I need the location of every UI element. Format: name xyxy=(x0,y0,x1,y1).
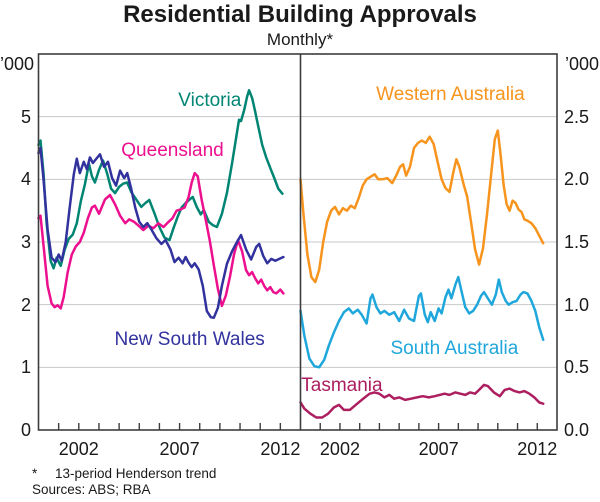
y-tick-label-right: 2.0 xyxy=(564,169,590,190)
y-tick-label-left: 0 xyxy=(20,420,31,440)
series-label-tasmania: Tasmania xyxy=(301,375,383,397)
x-tick-label: 2002 xyxy=(58,439,99,459)
series-line-western-australia xyxy=(299,129,545,284)
chart-subtitle: Monthly* xyxy=(266,30,334,49)
y-axis-unit-left: ’000 xyxy=(0,54,35,74)
chart-title: Residential Building Approvals xyxy=(123,1,477,28)
x-tick-label: 2012 xyxy=(517,439,558,459)
series-label-south-australia: South Australia xyxy=(390,337,519,359)
y-tick-label-left: 2 xyxy=(20,294,31,315)
series-line-new-south-wales xyxy=(37,146,285,320)
x-tick-label: 2002 xyxy=(319,439,360,459)
y-axis-unit-right: ’000 xyxy=(565,54,600,74)
footnote: * 13-period Henderson trend xyxy=(32,466,216,481)
series-line-victoria xyxy=(37,89,284,270)
footnote-text: 13-period Henderson trend xyxy=(55,466,217,481)
x-tick-label: 2007 xyxy=(159,439,200,459)
y-tick-label-right: 1.0 xyxy=(564,294,590,315)
x-tick-label: 2007 xyxy=(418,439,459,459)
footnote-marker: * xyxy=(32,466,38,481)
series-line-tasmania xyxy=(299,383,545,419)
y-tick-label-right: 1.5 xyxy=(564,232,590,252)
panel-frame xyxy=(37,53,558,431)
y-tick-label-left: 4 xyxy=(20,169,31,190)
series-label-western-australia: Western Australia xyxy=(376,84,525,106)
series-line-south-australia xyxy=(299,275,545,369)
y-tick-label-left: 5 xyxy=(20,106,31,127)
series-label-new-south-wales: New South Wales xyxy=(114,328,265,350)
sources-note: Sources: ABS; RBA xyxy=(32,482,151,497)
y-tick-label-right: 0.0 xyxy=(564,420,590,440)
series-line-queensland xyxy=(37,171,285,310)
series-label-victoria: Victoria xyxy=(178,90,242,111)
x-tick-label: 2012 xyxy=(260,439,301,459)
y-tick-label-right: 2.5 xyxy=(564,106,590,127)
series-label-queensland: Queensland xyxy=(121,140,224,162)
y-tick-label-left: 3 xyxy=(20,232,31,252)
y-tick-label-left: 1 xyxy=(20,357,31,378)
y-tick-label-right: 0.5 xyxy=(564,357,590,378)
